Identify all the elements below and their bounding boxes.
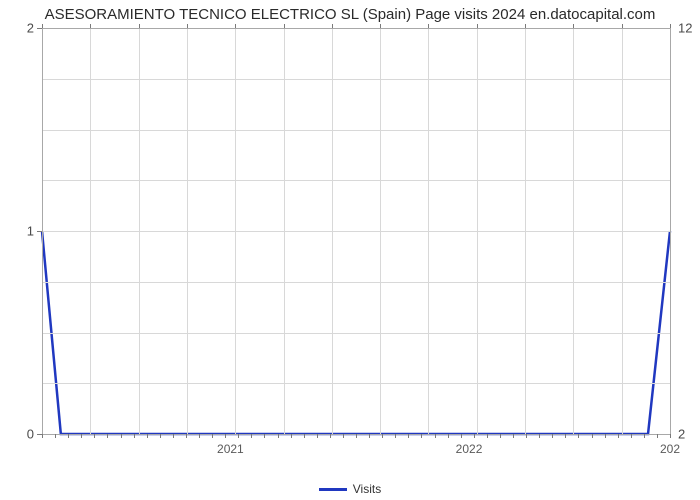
y-axis-right-label: 2 xyxy=(678,427,685,442)
x-top-tick xyxy=(332,24,333,28)
x-minor-tick xyxy=(225,434,226,438)
x-minor-tick xyxy=(565,434,566,438)
x-minor-tick xyxy=(461,434,462,438)
x-minor-tick xyxy=(500,434,501,438)
x-top-tick xyxy=(90,24,91,28)
legend-label: Visits xyxy=(353,482,381,496)
x-minor-tick xyxy=(199,434,200,438)
x-minor-tick xyxy=(343,434,344,438)
x-top-tick xyxy=(380,24,381,28)
x-top-tick xyxy=(573,24,574,28)
x-minor-tick xyxy=(81,434,82,438)
x-minor-tick xyxy=(408,434,409,438)
y-tick xyxy=(37,231,42,232)
x-axis-bottom-label: 2022 xyxy=(456,442,483,456)
chart-title: ASESORAMIENTO TECNICO ELECTRICO SL (Spai… xyxy=(0,6,700,23)
x-minor-tick xyxy=(435,434,436,438)
x-minor-tick xyxy=(94,434,95,438)
x-minor-tick xyxy=(160,434,161,438)
x-minor-tick xyxy=(238,434,239,438)
plot-border xyxy=(42,28,670,29)
chart-wrapper: ASESORAMIENTO TECNICO ELECTRICO SL (Spai… xyxy=(0,0,700,500)
grid-hline xyxy=(42,180,670,181)
x-minor-tick xyxy=(278,434,279,438)
x-minor-tick xyxy=(487,434,488,438)
grid-hline xyxy=(42,383,670,384)
x-top-tick xyxy=(622,24,623,28)
x-minor-tick xyxy=(68,434,69,438)
x-minor-tick xyxy=(304,434,305,438)
x-minor-tick xyxy=(448,434,449,438)
x-minor-tick xyxy=(134,434,135,438)
x-minor-tick xyxy=(539,434,540,438)
x-minor-tick xyxy=(264,434,265,438)
x-minor-tick xyxy=(513,434,514,438)
grid-hline xyxy=(42,130,670,131)
x-minor-tick xyxy=(552,434,553,438)
x-top-tick xyxy=(187,24,188,28)
x-top-tick xyxy=(670,24,671,28)
x-minor-tick xyxy=(644,434,645,438)
x-minor-tick xyxy=(618,434,619,438)
x-minor-tick xyxy=(212,434,213,438)
x-minor-tick xyxy=(186,434,187,438)
grid-hline xyxy=(42,231,670,232)
x-minor-tick xyxy=(291,434,292,438)
x-top-tick xyxy=(428,24,429,28)
x-top-tick xyxy=(477,24,478,28)
x-minor-tick xyxy=(631,434,632,438)
x-minor-tick xyxy=(605,434,606,438)
x-axis-bottom-label: 202 xyxy=(660,442,680,456)
x-minor-tick xyxy=(42,434,43,438)
x-minor-tick xyxy=(592,434,593,438)
x-minor-tick xyxy=(474,434,475,438)
x-minor-tick xyxy=(526,434,527,438)
x-minor-tick xyxy=(421,434,422,438)
y-axis-left-label: 2 xyxy=(27,21,34,36)
x-minor-tick xyxy=(147,434,148,438)
x-axis-bottom-label: 2021 xyxy=(217,442,244,456)
x-top-tick xyxy=(525,24,526,28)
grid-hline xyxy=(42,79,670,80)
legend: Visits xyxy=(0,481,700,496)
x-minor-tick xyxy=(173,434,174,438)
y-axis-right-label: 12 xyxy=(678,21,692,36)
x-minor-tick xyxy=(317,434,318,438)
x-minor-tick xyxy=(107,434,108,438)
x-minor-tick xyxy=(382,434,383,438)
y-axis-left-label: 0 xyxy=(27,427,34,442)
grid-hline xyxy=(42,282,670,283)
x-minor-tick xyxy=(330,434,331,438)
x-top-tick xyxy=(235,24,236,28)
legend-swatch xyxy=(319,488,347,491)
plot-border xyxy=(670,28,671,434)
x-minor-tick xyxy=(251,434,252,438)
x-minor-tick xyxy=(657,434,658,438)
x-top-tick xyxy=(139,24,140,28)
y-axis-left-label: 1 xyxy=(27,224,34,239)
x-top-tick xyxy=(284,24,285,28)
x-top-tick xyxy=(42,24,43,28)
grid-hline xyxy=(42,333,670,334)
x-minor-tick xyxy=(369,434,370,438)
x-minor-tick xyxy=(121,434,122,438)
plot-border xyxy=(42,28,43,434)
x-minor-tick xyxy=(670,434,671,438)
x-minor-tick xyxy=(356,434,357,438)
y-tick xyxy=(37,28,42,29)
x-minor-tick xyxy=(55,434,56,438)
x-minor-tick xyxy=(395,434,396,438)
x-minor-tick xyxy=(578,434,579,438)
